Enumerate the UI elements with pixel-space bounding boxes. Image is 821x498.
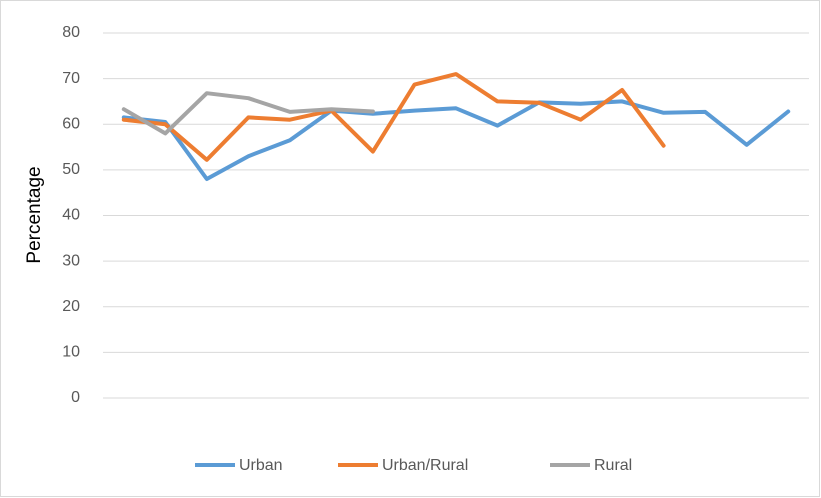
legend-label: Rural <box>594 457 632 474</box>
series-line <box>121 72 666 162</box>
y-tick-label: 10 <box>62 344 80 361</box>
series-line <box>121 99 791 181</box>
series-line <box>121 91 375 136</box>
y-tick-label: 50 <box>62 161 80 178</box>
legend-label: Urban <box>239 457 283 474</box>
y-tick-label: 40 <box>62 207 80 224</box>
y-tick-label: 80 <box>62 24 80 41</box>
y-tick-label: 30 <box>62 252 80 269</box>
y-tick-label: 0 <box>71 389 80 406</box>
legend-label: Urban/Rural <box>382 457 468 474</box>
y-tick-label: 20 <box>62 298 80 315</box>
y-tick-label: 70 <box>62 70 80 87</box>
y-tick-label: 60 <box>62 115 80 132</box>
y-axis-label: Percentage <box>24 166 45 263</box>
